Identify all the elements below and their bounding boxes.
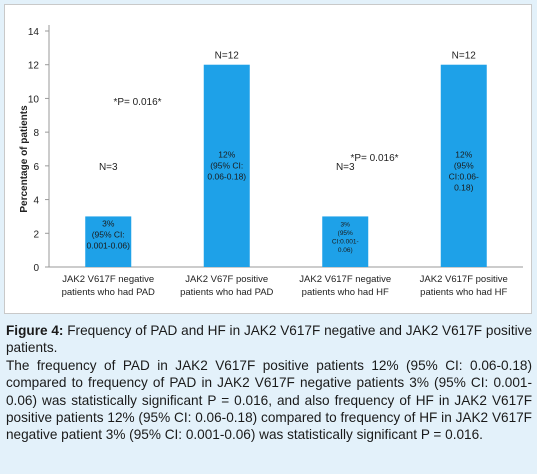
bar-value-label: 3% [341,221,351,228]
bar [322,216,369,267]
significance-annotation: *P= 0.016* [113,97,161,108]
y-tick-label: 8 [33,128,39,139]
y-tick-label: 0 [33,263,39,274]
n-label: N=12 [452,51,477,62]
bar-value-label: (95% [338,230,353,237]
y-tick-label: 10 [28,94,40,105]
y-tick-label: 12 [28,61,40,72]
bar-value-label: 12% [455,149,472,159]
bar [85,216,132,267]
bar [203,64,250,267]
x-tick-label: patients who had HF [420,287,507,298]
bar-chart: 0 2 4 6 8 10 12 14 Percentage of patients JAK2 V6… [19,25,523,298]
bar-value-label: (95% [454,160,474,170]
y-tick-label: 6 [33,162,39,173]
x-tick-label: patients who had PAD [62,287,155,298]
bar-value-label: (95% CI: [92,229,125,239]
bar-value-label: CI:0.06- [449,171,479,181]
caption-title: Frequency of PAD and HF in JAK2 V617F ne… [6,323,533,356]
x-tick-label: JAK2 V617F negative [62,274,154,285]
bar-value-label: 0.001-0.06) [87,240,131,250]
caption-label: Figure 4: [6,323,64,338]
bar-value-label: 3% [102,218,115,228]
n-label: N=3 [336,162,355,173]
y-tick-label: 4 [33,196,39,207]
bar-value-label: CI:0.001- [332,238,359,245]
n-label: N=3 [99,162,118,173]
x-tick-label: patients who had HF [302,287,389,298]
significance-annotation: *P= 0.016* [350,153,398,164]
bar-value-label: (95% CI: [210,160,243,170]
y-axis-title: Percentage of patients [19,105,30,213]
y-tick-label: 14 [28,27,40,38]
chart-area: 0 2 4 6 8 10 12 14 Percentage of patients JAK2 V6… [4,4,532,314]
x-tick-label: JAK2 V617F positive [420,274,508,285]
bar [440,64,487,267]
x-tick-label: patients who had PAD [180,287,273,298]
y-tick-label: 2 [33,229,39,240]
bar-value-label: 12% [218,149,235,159]
figure-caption: Figure 4: Frequency of PAD and HF in JAK… [6,322,532,444]
caption-body: The frequency of PAD in JAK2 V617F posit… [6,357,532,443]
x-tick-label: JAK2 V617F negative [299,274,391,285]
bar-value-label: 0.06-0.18) [207,171,246,181]
x-tick-label: JAK2 V67F positive [185,274,268,285]
n-label: N=12 [215,51,240,62]
bar-value-label: 0.18) [454,182,474,192]
bar-value-label: 0.06) [338,247,353,254]
